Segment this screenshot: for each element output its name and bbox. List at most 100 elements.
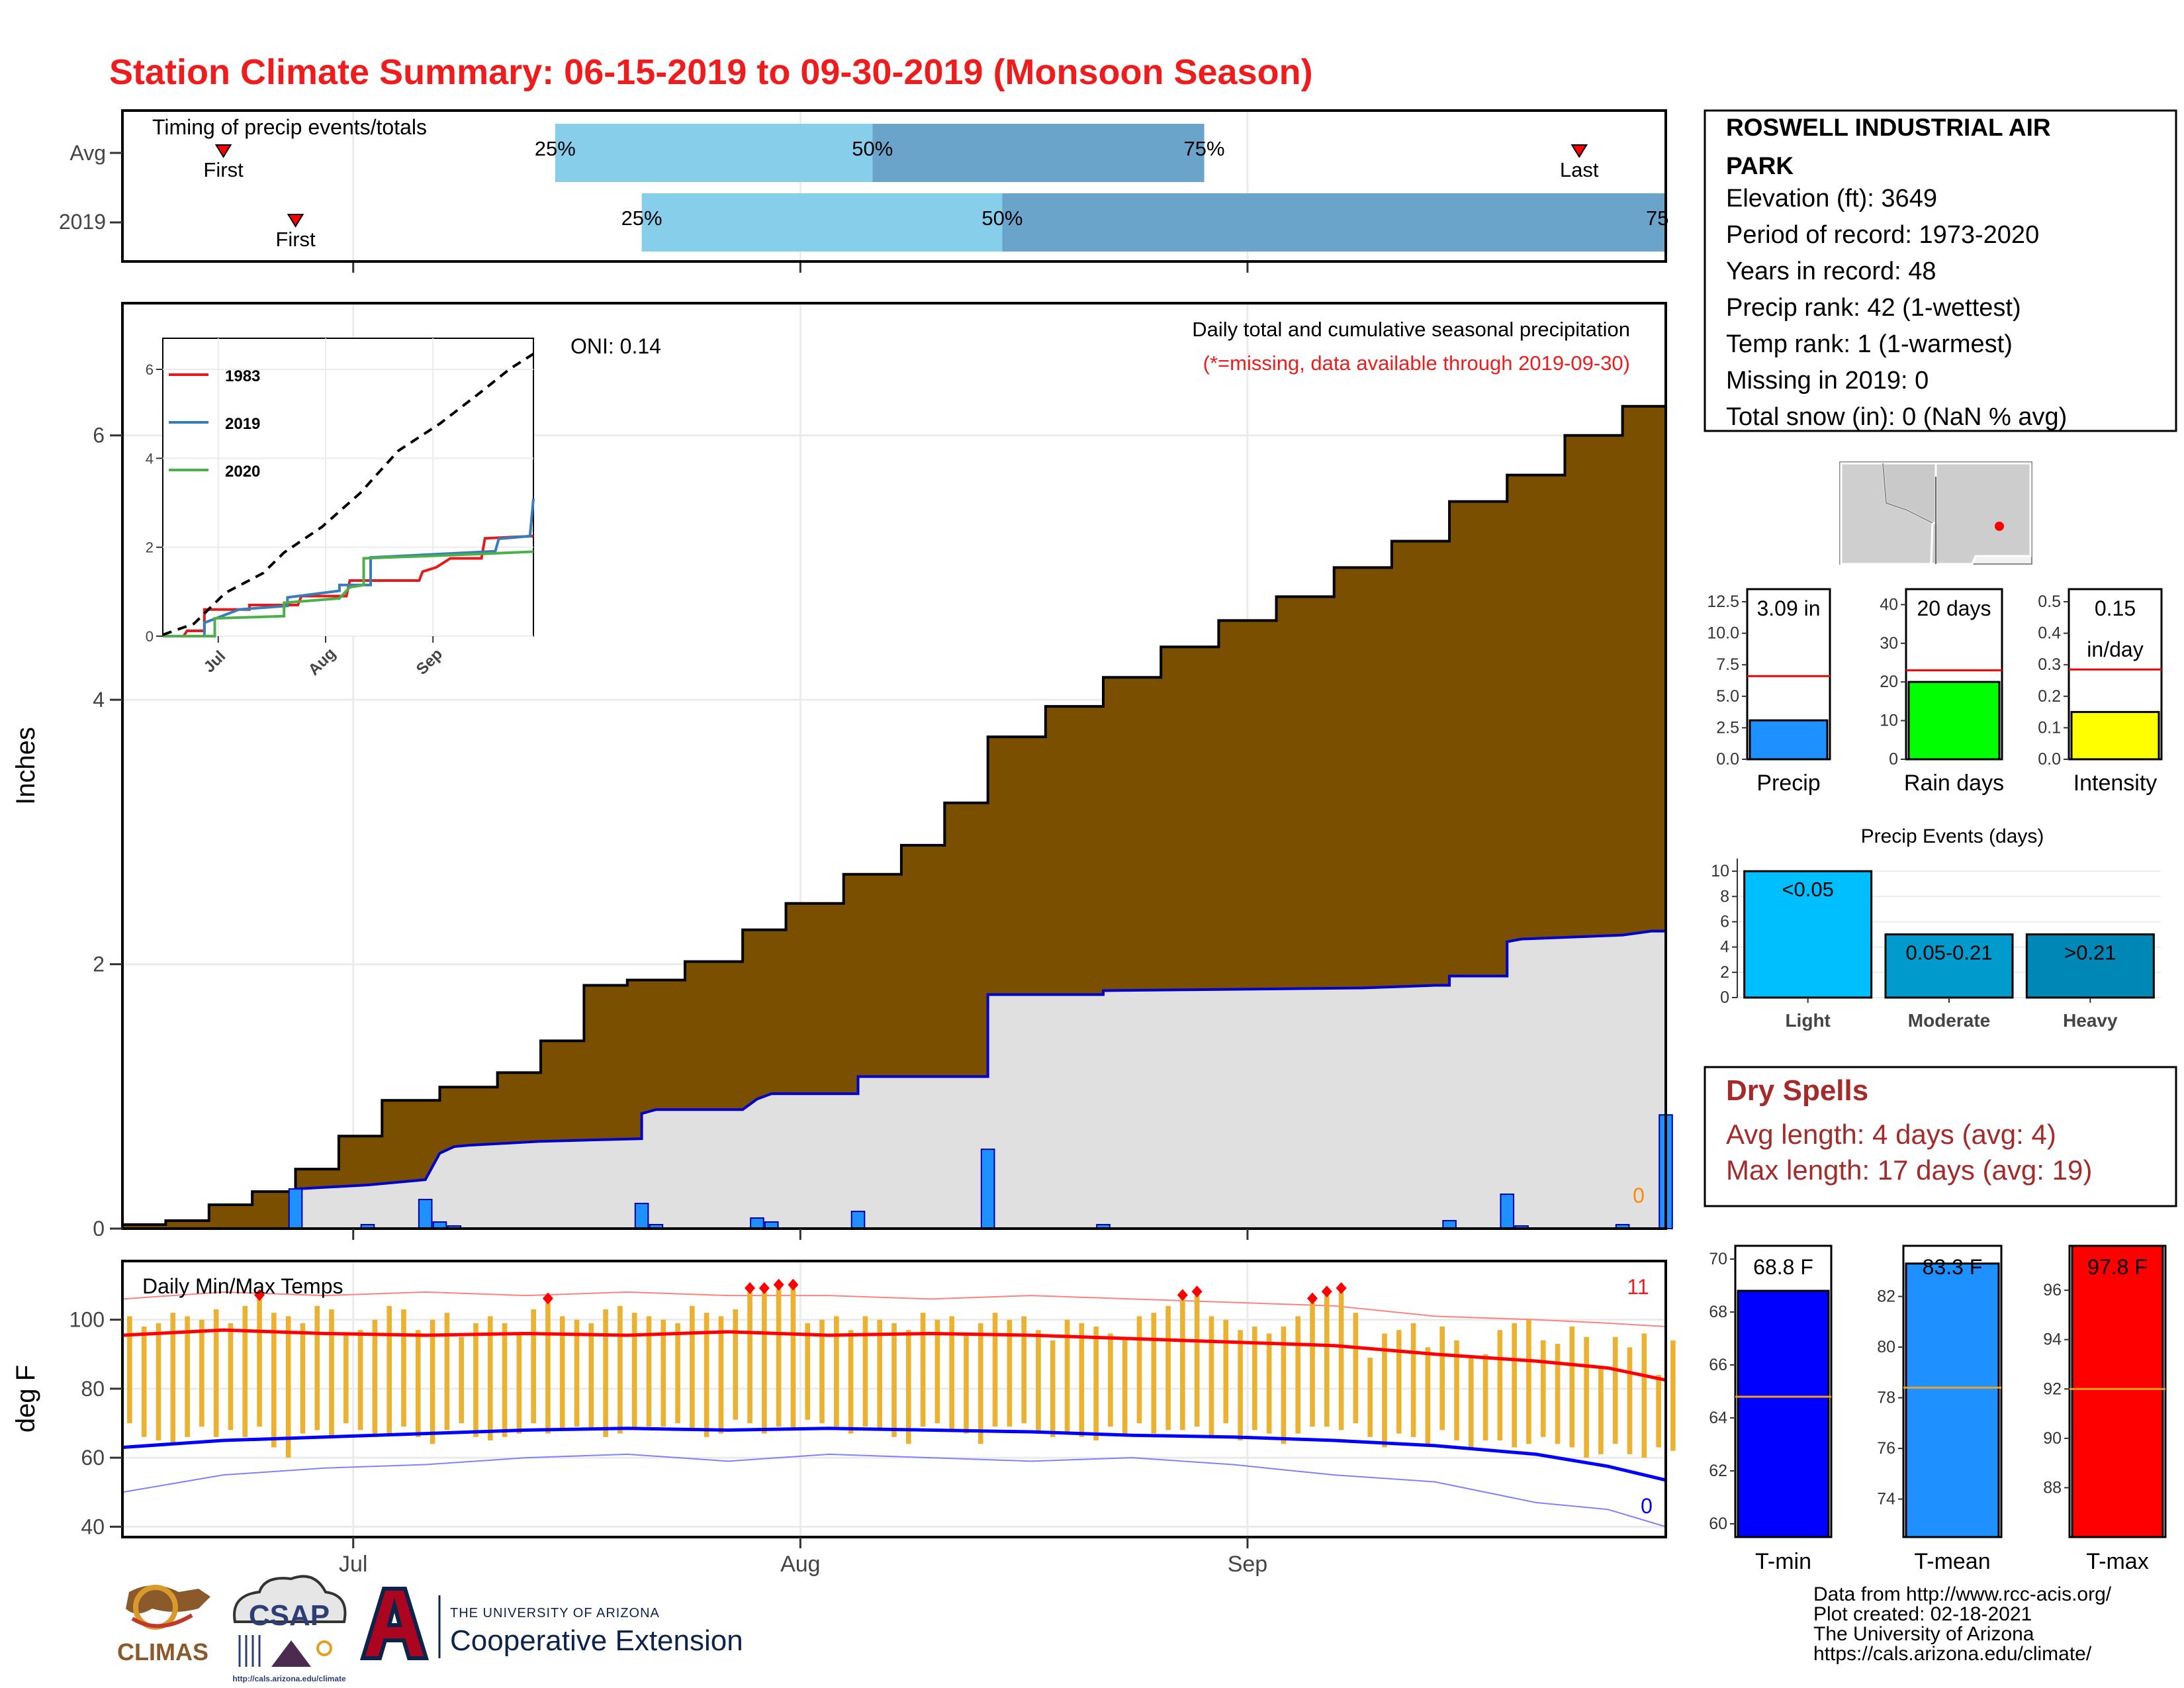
daily-temp-range-bar: [1223, 1319, 1229, 1423]
daily-temp-range-bar: [1108, 1333, 1113, 1427]
legend-1983: 1983: [225, 367, 260, 385]
events-ytick-label: 8: [1720, 887, 1729, 906]
record-high-marker: [788, 1278, 799, 1291]
temps-ylabel: deg F: [11, 1365, 40, 1432]
average-max-line: [122, 1328, 1666, 1382]
rank-value-label: 3.09 in: [1756, 596, 1820, 620]
timing-label-25: 25%: [535, 137, 576, 160]
daily-temp-range-bar: [805, 1323, 811, 1420]
record-high-marker: [773, 1278, 784, 1291]
daily-temp-range-bar: [285, 1316, 291, 1458]
daily-temp-range-bar: [213, 1309, 219, 1437]
precip-events-chart: Precip Events (days) 0 2 4 6 8 10 <0.05 Light 0.…: [1711, 825, 2161, 1031]
events-bar-label: <0.05: [1782, 878, 1833, 901]
daily-temp-range-bar: [978, 1323, 983, 1444]
daily-temp-range-bar: [1324, 1295, 1330, 1427]
daily-temp-range-bar: [1122, 1336, 1128, 1434]
daily-temp-range-bar: [877, 1319, 883, 1430]
station-temp-rank: Temp rank: 1 (1-warmest): [1726, 330, 2013, 358]
record-low-count: 0: [1641, 1494, 1653, 1518]
daily-temp-range-bar: [1079, 1323, 1085, 1437]
record-high-marker: [745, 1282, 756, 1294]
temps-ytick-label: 80: [81, 1377, 105, 1401]
daily-temp-range-bar: [271, 1313, 277, 1448]
precip-ytick-label: 2: [93, 953, 105, 976]
record-high-marker: [1177, 1289, 1188, 1301]
daily-temp-range-bar: [559, 1316, 565, 1430]
daily-temp-range-bar: [1468, 1357, 1474, 1448]
daily-temp-range-bar: [329, 1309, 334, 1437]
daily-temp-range-bar: [1555, 1344, 1561, 1444]
events-bar: [2025, 933, 2155, 999]
daily-temp-range-bar: [848, 1330, 854, 1434]
daily-temp-range-bar: [1064, 1319, 1070, 1434]
university-of-arizona-logo: THE UNIVERSITY OF ARIZONA Cooperative Ex…: [359, 1587, 743, 1660]
daily-temp-range-bar: [617, 1305, 623, 1434]
daily-temp-range-bar: [1180, 1299, 1185, 1430]
daily-temp-range-bar: [834, 1316, 839, 1427]
daily-temp-range-bar: [1497, 1330, 1503, 1441]
csap-logo: CSAP http://cals.arizona.edu/climate: [232, 1575, 347, 1683]
month-label: Sep: [1228, 1552, 1268, 1577]
daily-temp-range-bar: [588, 1323, 594, 1430]
events-bar: [1884, 933, 2014, 999]
station-missing: Missing in 2019: 0: [1726, 367, 1929, 395]
daily-temp-range-bar: [516, 1333, 522, 1434]
tsum-ytick-label: 94: [2043, 1331, 2062, 1349]
daily-temp-range-bar: [170, 1313, 176, 1444]
temps-ytick-label: 100: [69, 1308, 105, 1332]
record-high-marker: [1321, 1286, 1332, 1298]
daily-temp-range-bar: [1512, 1323, 1517, 1448]
precip-ytick-label: 4: [93, 688, 105, 712]
daily-temp-range-bar: [690, 1305, 695, 1430]
inset-ytick-label: 0: [146, 628, 154, 645]
tsum-category-label: T-mean: [1914, 1549, 1990, 1574]
timing-row-label-2019: 2019: [59, 210, 106, 234]
average-cumulative-outline: [122, 385, 1667, 1227]
daily-temp-range-bar: [1482, 1354, 1488, 1441]
timing-title: Timing of precip events/totals: [152, 115, 427, 139]
cumulative-2019-line: [122, 820, 1667, 1230]
daily-temp-range-bar: [934, 1319, 940, 1423]
first-event-label: First: [203, 158, 244, 181]
timing-label-50: 50%: [981, 207, 1023, 230]
tsum-category-label: T-min: [1755, 1549, 1811, 1574]
daily-temp-range-bar: [790, 1288, 796, 1430]
rank-ytick-label: 5.0: [1716, 687, 1739, 706]
daily-temp-range-bar: [257, 1299, 262, 1427]
station-elevation: Elevation (ft): 3649: [1726, 185, 1937, 212]
temps-ytick-label: 40: [81, 1515, 105, 1538]
daily-temp-range-bar: [1266, 1333, 1272, 1434]
csap-url: http://cals.arizona.edu/climate: [232, 1674, 346, 1683]
month-label: Jul: [339, 1552, 367, 1577]
rank-ytick-label: 0: [1889, 750, 1898, 769]
legend-2019: 2019: [225, 415, 260, 433]
average-min-line: [122, 1427, 1666, 1482]
daily-temp-range-bar: [1569, 1327, 1575, 1448]
daily-temp-range-bar: [459, 1336, 464, 1423]
timing-row-label-avg: Avg: [69, 141, 106, 165]
rank-category-label: Rain days: [1904, 771, 2004, 796]
rank-category-label: Precip: [1756, 771, 1820, 796]
rank-ytick-label: 0.4: [2038, 624, 2061, 643]
daily-temp-range-bar: [1252, 1327, 1257, 1430]
events-ytick-label: 10: [1711, 862, 1729, 880]
rank-bar: [1907, 680, 2001, 761]
record-high-marker: [1336, 1282, 1347, 1294]
daily-precip-bar: [288, 1188, 303, 1229]
record-max-line: [122, 1291, 1666, 1328]
daily-temp-range-bar: [1238, 1330, 1243, 1441]
month-label: Aug: [780, 1552, 821, 1577]
station-precip-rank: Precip rank: 42 (1-wettest): [1726, 294, 2021, 322]
inset-ytick-label: 2: [146, 539, 154, 556]
rank-value-label: 0.15: [2095, 596, 2136, 620]
precip-events-title: Precip Events (days): [1861, 825, 2044, 847]
daily-temp-range-bar: [762, 1291, 767, 1434]
daily-temp-range-bar: [1454, 1340, 1459, 1441]
timing-frame: [121, 109, 1667, 263]
tsum-ytick-label: 64: [1709, 1409, 1727, 1427]
daily-temp-range-bar: [1310, 1302, 1315, 1427]
tsum-value-label: 97.8 F: [2087, 1255, 2148, 1279]
legend-2020: 2020: [225, 463, 260, 481]
